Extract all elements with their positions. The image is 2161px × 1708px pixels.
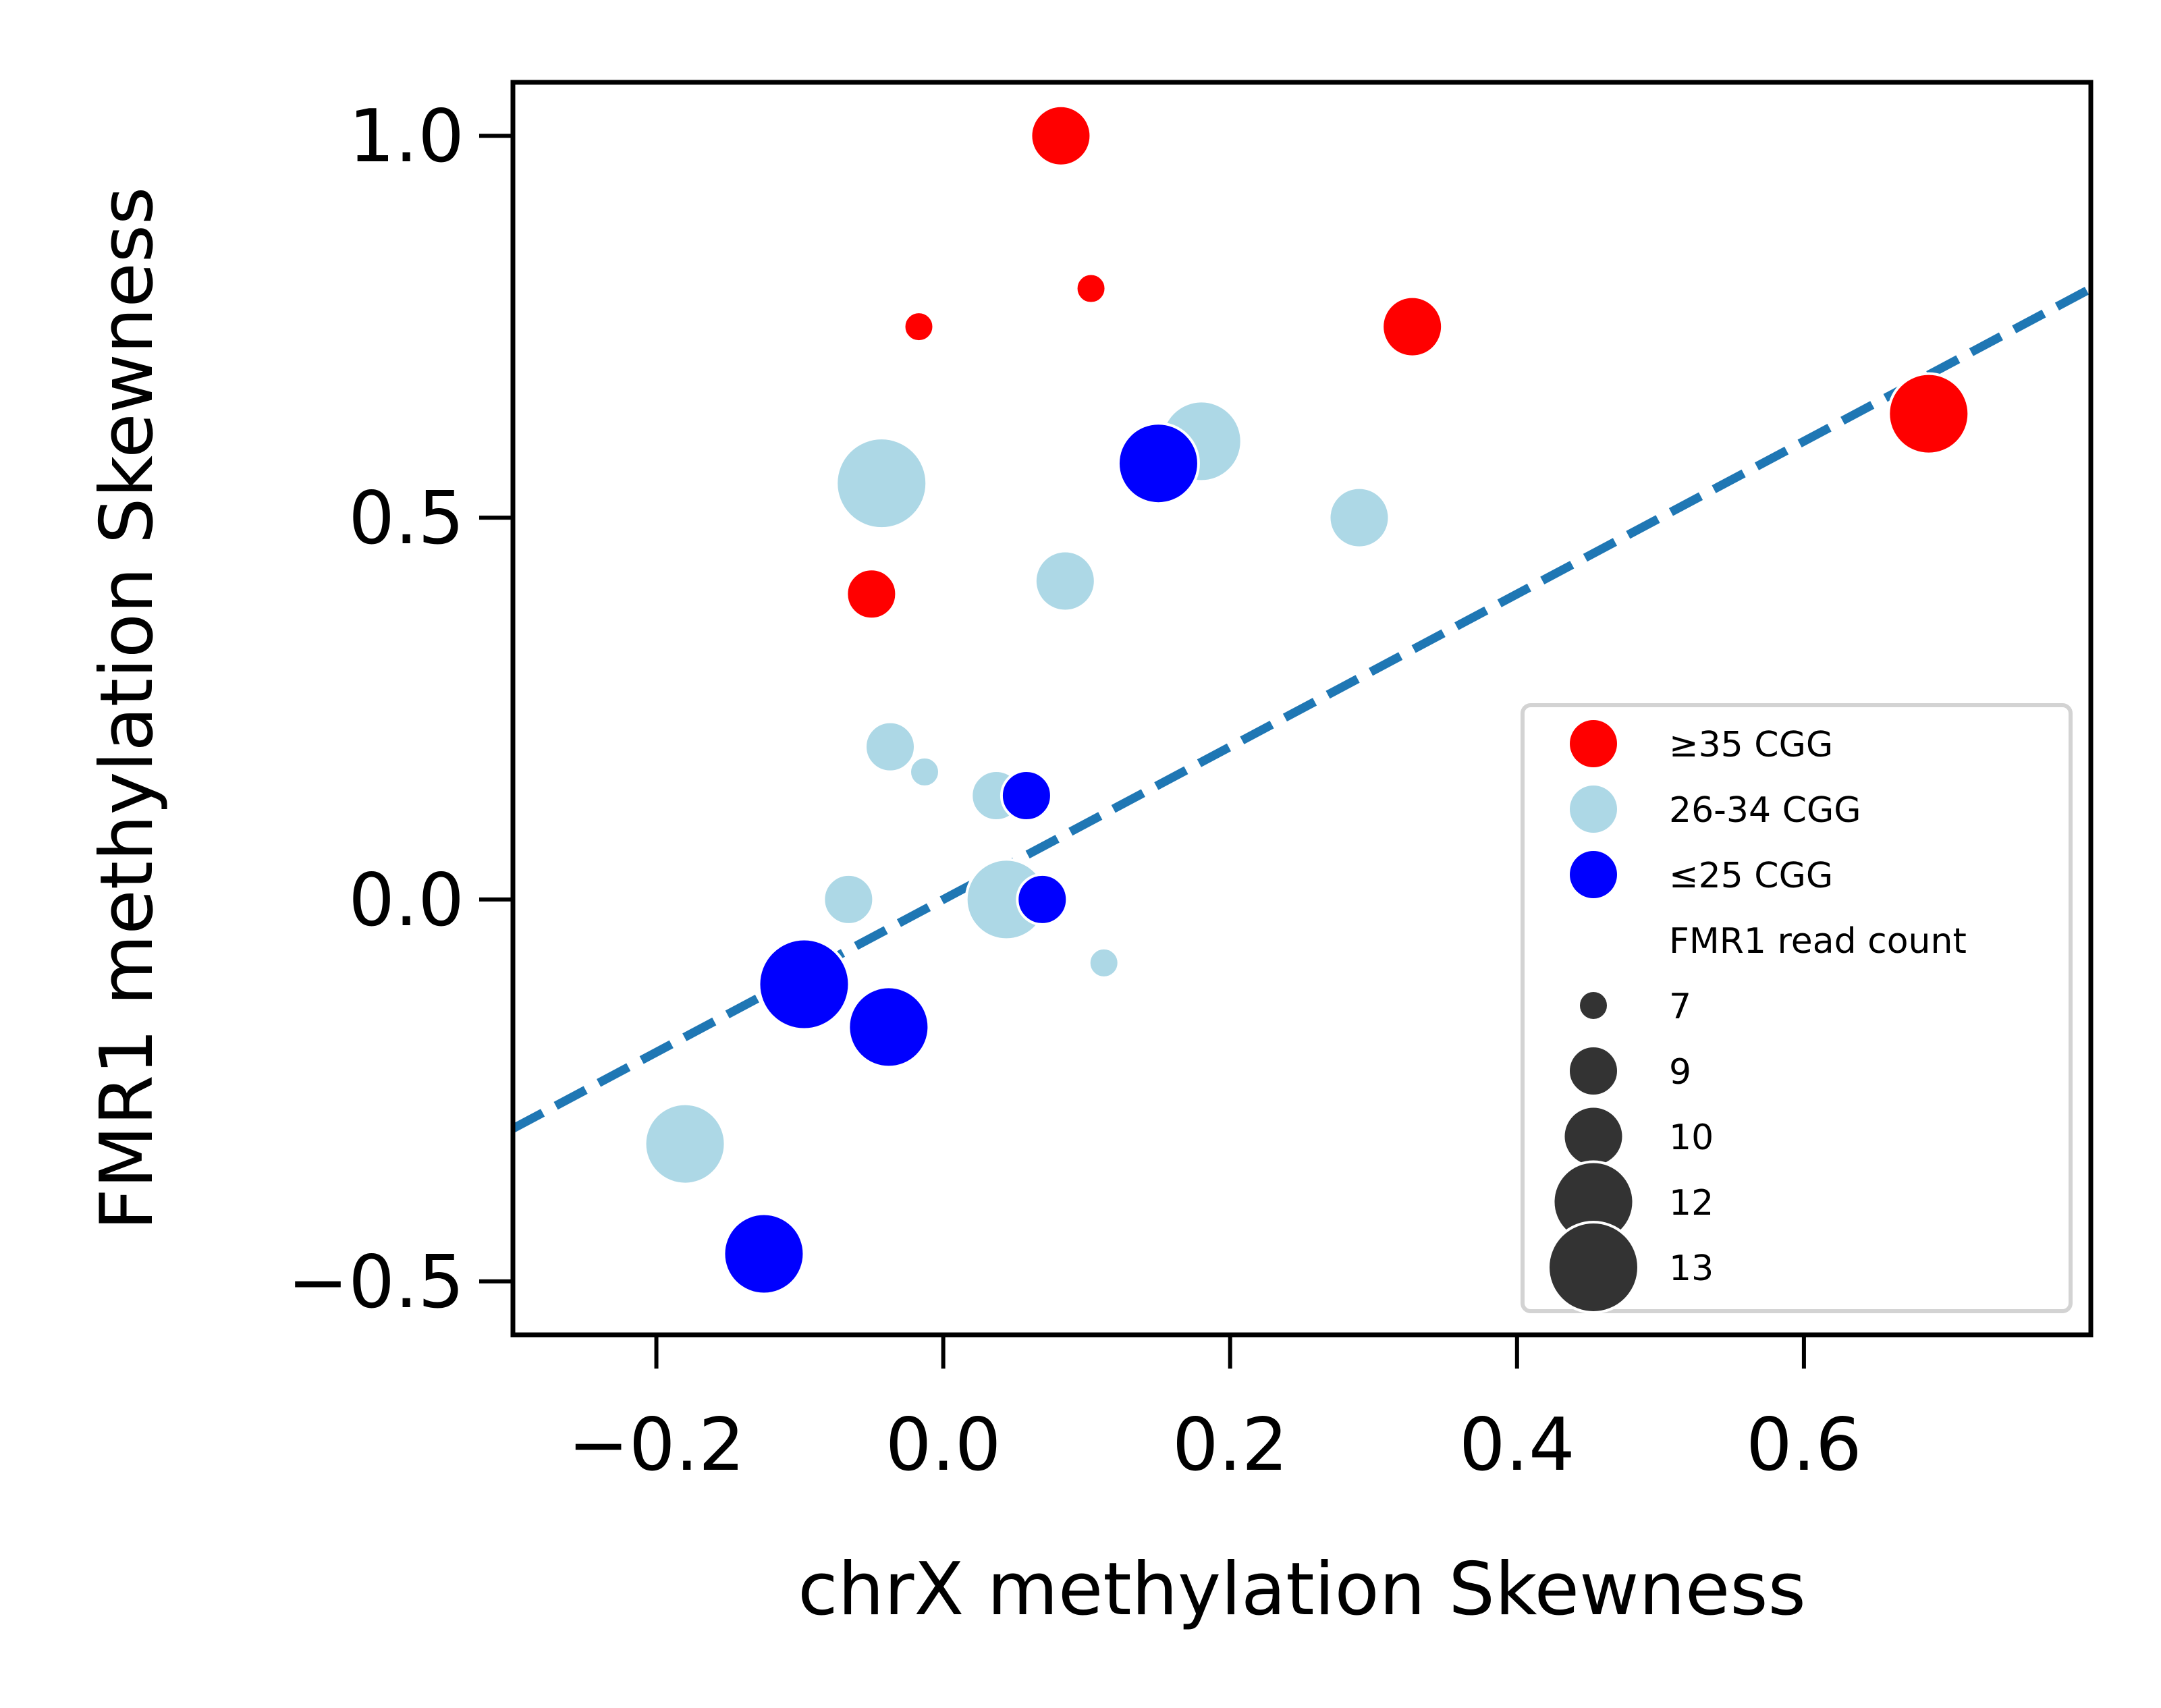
data-point xyxy=(1033,549,1097,613)
legend-box xyxy=(1521,703,2073,1313)
legend-label: ≤25 CGG xyxy=(1669,856,1833,896)
legend-size-label: 9 xyxy=(1669,1052,1691,1093)
data-point xyxy=(908,755,941,788)
plot-frame xyxy=(510,80,2094,1338)
data-point xyxy=(1000,769,1053,823)
data-points-layer xyxy=(643,104,1971,1296)
data-point xyxy=(1087,946,1120,979)
data-point xyxy=(835,437,929,530)
data-point xyxy=(722,1212,806,1296)
legend: ≥35 CGG 26-34 CGG ≤25 CGG FMR1 read count 7 9… xyxy=(1521,703,2073,1314)
legend-label: 26-34 CGG xyxy=(1669,790,1861,831)
data-point xyxy=(902,310,935,343)
y-tick-label: 0.0 xyxy=(348,858,464,943)
y-tick-label: −0.5 xyxy=(288,1240,464,1325)
legend-size-label: 10 xyxy=(1669,1118,1714,1158)
data-point xyxy=(1016,873,1069,926)
data-point xyxy=(845,568,898,621)
legend-size-marker xyxy=(1577,989,1610,1022)
legend-size-marker xyxy=(1547,1221,1640,1314)
data-point xyxy=(643,1102,727,1186)
legend-size-label: 7 xyxy=(1669,987,1691,1027)
data-point xyxy=(757,937,851,1031)
legend-label: ≥35 CGG xyxy=(1669,725,1833,765)
y-axis-title: FMR1 methylation Skewness xyxy=(85,187,169,1231)
axes: −0.2 0.0 0.2 0.4 0.6 1.0 0.5 0.0 −0.5 chrX methyl… xyxy=(85,80,2094,1632)
data-point xyxy=(1116,422,1200,505)
data-point xyxy=(1381,295,1444,358)
legend-size-marker xyxy=(1562,1105,1625,1168)
data-point xyxy=(1328,486,1391,549)
data-point xyxy=(1074,272,1107,305)
x-tick-label: −0.2 xyxy=(568,1403,744,1487)
x-axis-title: chrX methylation Skewness xyxy=(798,1547,1806,1632)
legend-marker xyxy=(1570,720,1617,767)
y-tick-label: 1.0 xyxy=(348,94,464,179)
data-point xyxy=(1887,372,1971,456)
data-point xyxy=(822,873,875,926)
legend-marker xyxy=(1570,786,1617,833)
y-tick-label: 0.5 xyxy=(348,476,464,561)
legend-size-title: FMR1 read count xyxy=(1669,921,1967,962)
legend-size-label: 12 xyxy=(1669,1183,1714,1223)
x-tick-label: 0.0 xyxy=(885,1403,1002,1487)
data-point xyxy=(847,985,931,1069)
x-tick-label: 0.4 xyxy=(1459,1403,1575,1487)
legend-size-marker xyxy=(1567,1045,1620,1097)
data-point xyxy=(863,720,917,773)
legend-marker xyxy=(1570,851,1617,898)
data-point xyxy=(1029,104,1093,167)
x-tick-label: 0.2 xyxy=(1172,1403,1288,1487)
legend-size-label: 13 xyxy=(1669,1248,1714,1289)
x-tick-label: 0.6 xyxy=(1746,1403,1862,1487)
